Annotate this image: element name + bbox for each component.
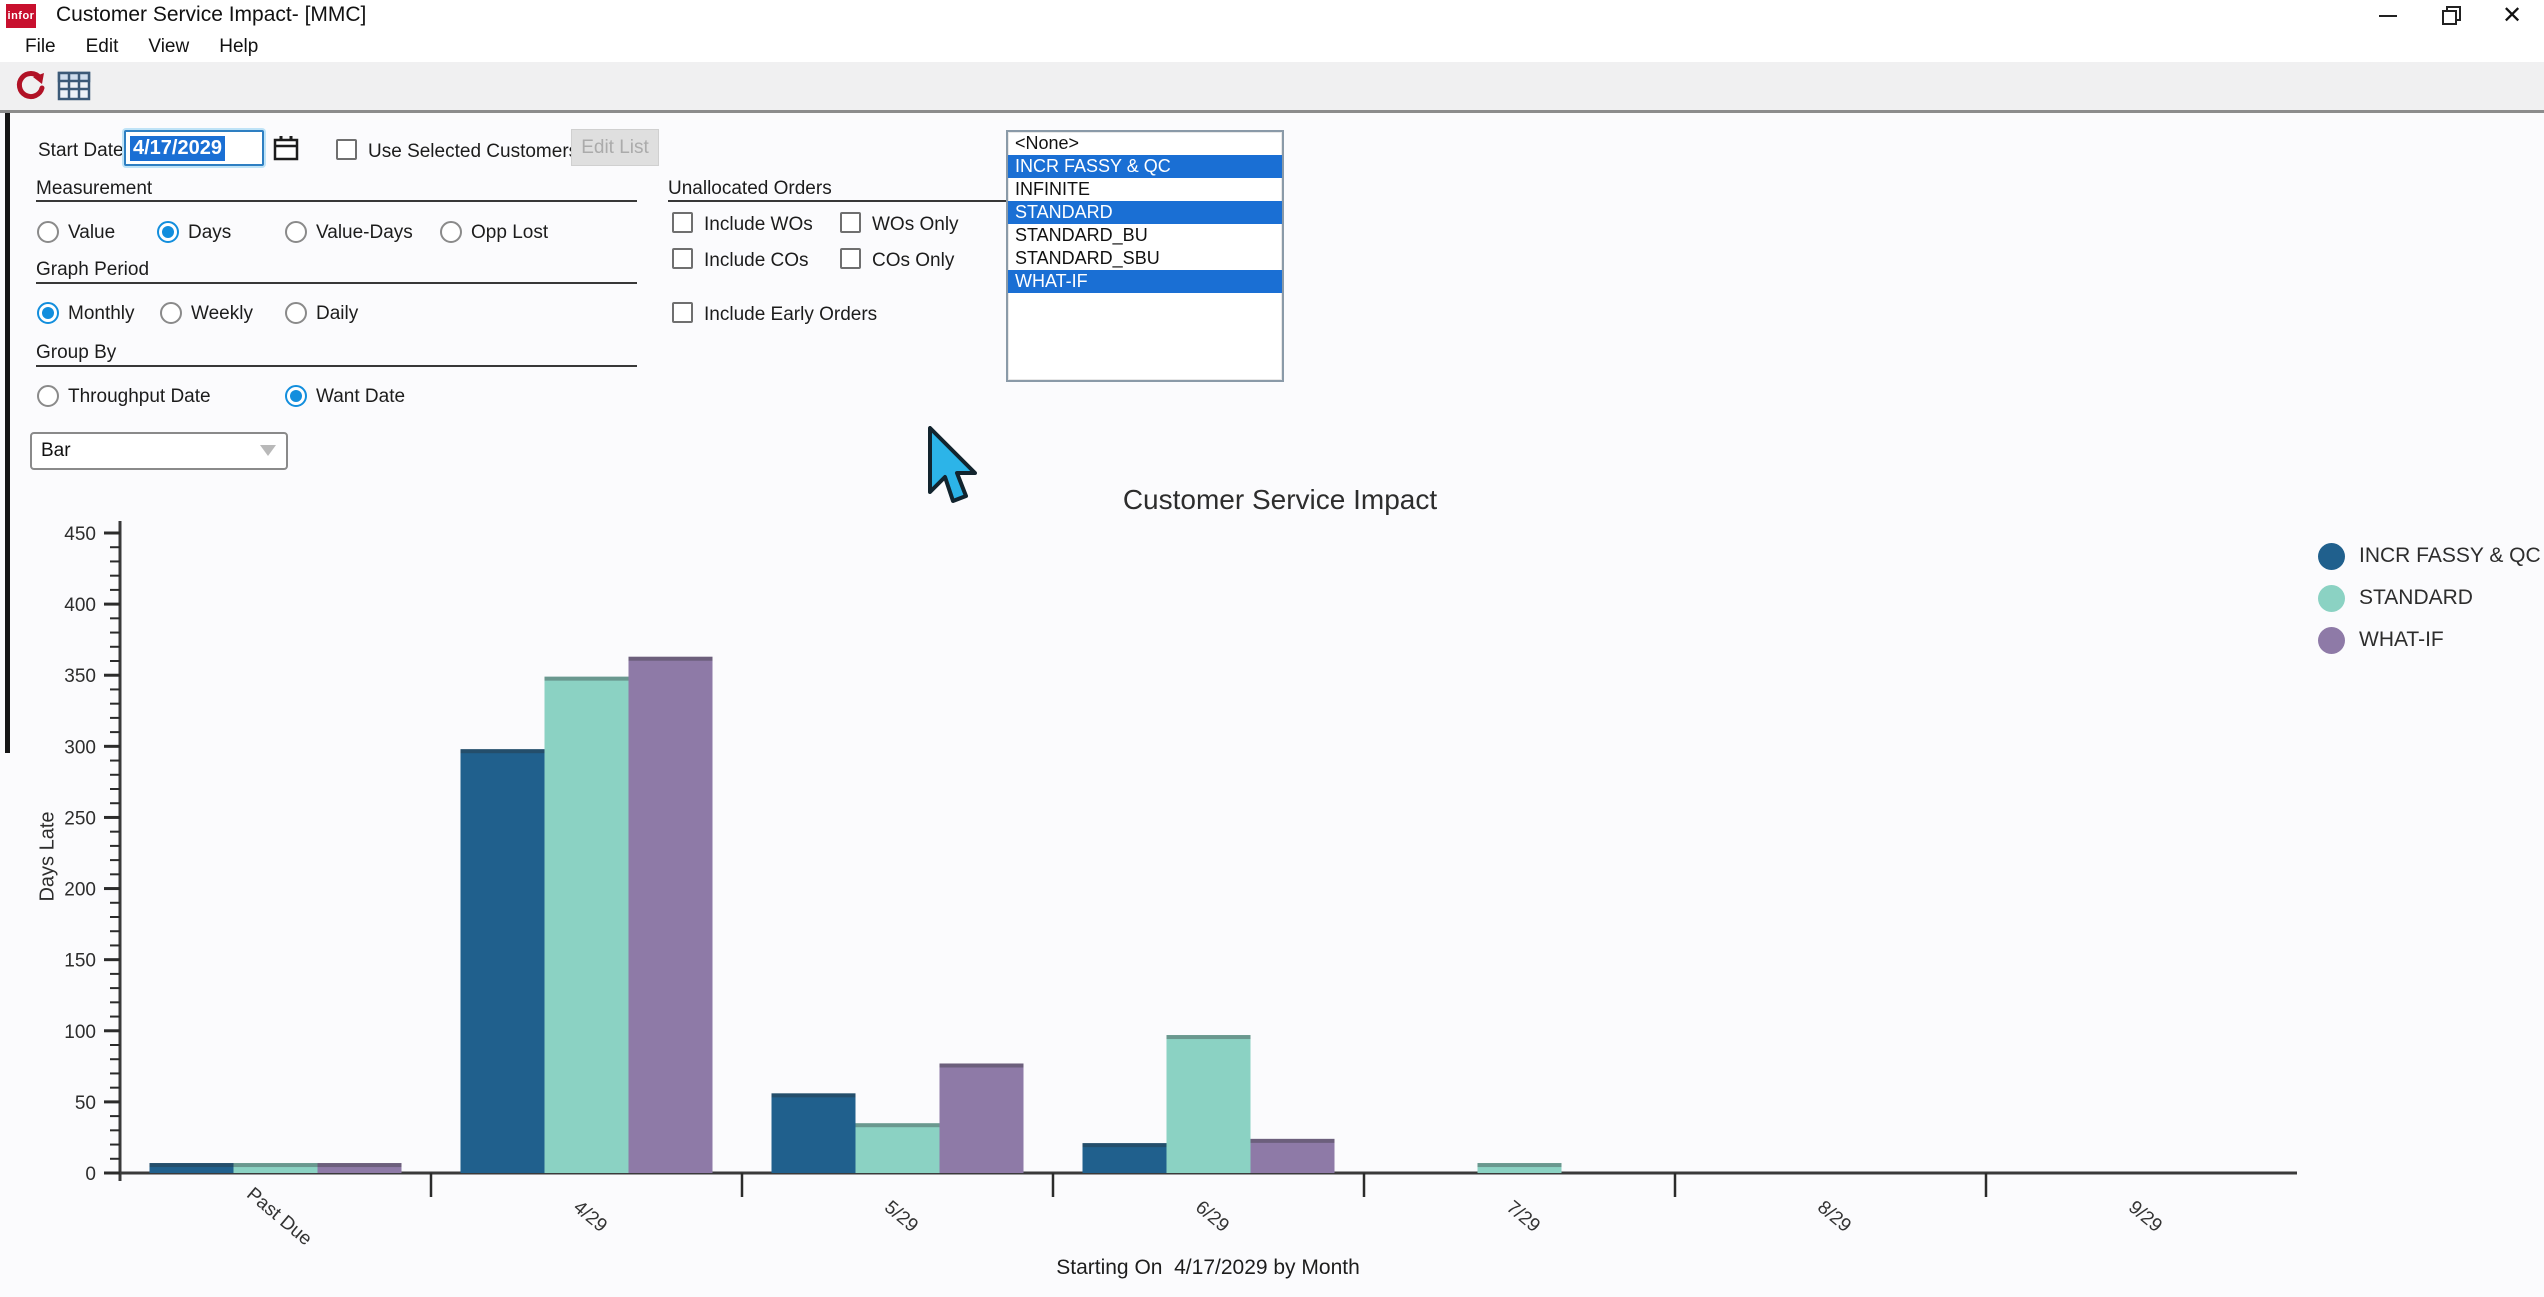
- radio-monthly[interactable]: [37, 302, 59, 324]
- legend-item: STANDARD: [2318, 577, 2541, 619]
- chart-type-select[interactable]: Bar: [30, 432, 288, 470]
- window-title: Customer Service Impact- [MMC]: [56, 3, 367, 26]
- menu-help[interactable]: Help: [219, 36, 259, 57]
- include-early-orders-label[interactable]: Include Early Orders: [704, 304, 878, 325]
- restore-button[interactable]: [2424, 0, 2480, 32]
- cos-only-label[interactable]: COs Only: [872, 250, 955, 271]
- legend-item: INCR FASSY & QC: [2318, 535, 2541, 577]
- legend-label: WHAT-IF: [2359, 628, 2444, 651]
- unallocated-orders-separator: [668, 200, 1010, 202]
- legend-swatch: [2318, 584, 2345, 612]
- window-left-edge: [5, 113, 10, 753]
- menu-bar: File Edit View Help: [0, 32, 2544, 62]
- chart-type-value: Bar: [41, 440, 71, 461]
- include-early-orders-checkbox[interactable]: [672, 302, 693, 323]
- include-cos-label[interactable]: Include COs: [704, 250, 809, 271]
- graph-period-separator: [36, 282, 637, 284]
- radio-weekly-label[interactable]: Weekly: [191, 303, 253, 324]
- minimize-icon: [2379, 15, 2397, 17]
- use-selected-customers-label: Use Selected Customers: [368, 141, 579, 162]
- group-by-separator: [36, 365, 637, 367]
- measurement-separator: [36, 200, 637, 202]
- start-date-input[interactable]: 4/17/2029: [124, 130, 264, 166]
- legend-swatch: [2318, 626, 2345, 654]
- toolbar: [0, 62, 2544, 113]
- menu-file[interactable]: File: [25, 36, 56, 57]
- list-item[interactable]: INFINITE: [1015, 179, 1090, 199]
- wos-only-checkbox[interactable]: [840, 212, 861, 233]
- calendar-icon: [273, 136, 299, 161]
- refresh-icon: [16, 71, 45, 99]
- start-date-value: 4/17/2029: [130, 135, 225, 161]
- chevron-down-icon: [260, 445, 276, 456]
- list-item[interactable]: STANDARD_BU: [1015, 225, 1148, 245]
- radio-value-days[interactable]: [285, 221, 307, 243]
- restore-icon: [2442, 6, 2461, 25]
- y-axis-label: Days Late: [36, 811, 59, 902]
- list-item[interactable]: STANDARD: [1008, 201, 1282, 224]
- title-bar: infor Customer Service Impact- [MMC] ✕: [0, 0, 2544, 32]
- grid-view-button[interactable]: [56, 68, 92, 104]
- refresh-button[interactable]: [12, 68, 48, 104]
- menu-edit[interactable]: Edit: [85, 36, 119, 57]
- list-item[interactable]: <None>: [1015, 133, 1080, 153]
- list-item[interactable]: INCR FASSY & QC: [1008, 155, 1282, 178]
- menu-view[interactable]: View: [148, 36, 190, 57]
- radio-daily[interactable]: [285, 302, 307, 324]
- radio-opp-lost-label[interactable]: Opp Lost: [471, 222, 549, 243]
- graph-period-label: Graph Period: [36, 259, 150, 280]
- radio-want-date[interactable]: [285, 385, 307, 407]
- close-button[interactable]: ✕: [2484, 0, 2540, 32]
- wos-only-label[interactable]: WOs Only: [872, 214, 959, 235]
- include-wos-label[interactable]: Include WOs: [704, 214, 813, 235]
- use-selected-customers-checkbox[interactable]: [336, 139, 357, 160]
- x-axis-footer: Starting On 4/17/2029 by Month: [1056, 1256, 1360, 1279]
- calendar-button[interactable]: [272, 134, 300, 167]
- radio-opp-lost[interactable]: [440, 221, 462, 243]
- radio-days[interactable]: [157, 221, 179, 243]
- minimize-button[interactable]: [2360, 0, 2416, 32]
- list-item[interactable]: WHAT-IF: [1008, 270, 1282, 293]
- radio-value[interactable]: [37, 221, 59, 243]
- group-by-label: Group By: [36, 342, 117, 363]
- measurement-label: Measurement: [36, 178, 153, 199]
- unallocated-orders-label: Unallocated Orders: [668, 178, 832, 199]
- radio-want-date-label[interactable]: Want Date: [316, 386, 406, 407]
- infor-logo-icon: infor: [6, 4, 36, 28]
- radio-daily-label[interactable]: Daily: [316, 303, 359, 324]
- chart-title: Customer Service Impact: [1122, 484, 1438, 515]
- close-icon: ✕: [2501, 2, 2523, 29]
- legend-label: INCR FASSY & QC: [2359, 544, 2541, 567]
- radio-weekly[interactable]: [160, 302, 182, 324]
- chart-legend: INCR FASSY & QC STANDARD WHAT-IF: [2318, 535, 2541, 661]
- radio-monthly-label[interactable]: Monthly: [68, 303, 135, 324]
- mouse-cursor: [928, 426, 977, 503]
- grid-icon: [57, 71, 91, 101]
- legend-item: WHAT-IF: [2318, 619, 2541, 661]
- edit-list-button[interactable]: Edit List: [571, 129, 659, 166]
- legend-label: STANDARD: [2359, 586, 2473, 609]
- include-wos-checkbox[interactable]: [672, 212, 693, 233]
- radio-days-label[interactable]: Days: [188, 222, 232, 243]
- include-cos-checkbox[interactable]: [672, 248, 693, 269]
- radio-value-label[interactable]: Value: [68, 222, 116, 243]
- radio-throughput-date[interactable]: [37, 385, 59, 407]
- scenario-listbox[interactable]: <None> INCR FASSY & QC INFINITE STANDARD…: [1006, 130, 1284, 382]
- legend-swatch: [2318, 542, 2345, 570]
- start-date-label: Start Date: [38, 140, 124, 161]
- list-item[interactable]: STANDARD_SBU: [1015, 248, 1160, 268]
- radio-throughput-date-label[interactable]: Throughput Date: [68, 386, 211, 407]
- cos-only-checkbox[interactable]: [840, 248, 861, 269]
- radio-value-days-label[interactable]: Value-Days: [316, 222, 413, 243]
